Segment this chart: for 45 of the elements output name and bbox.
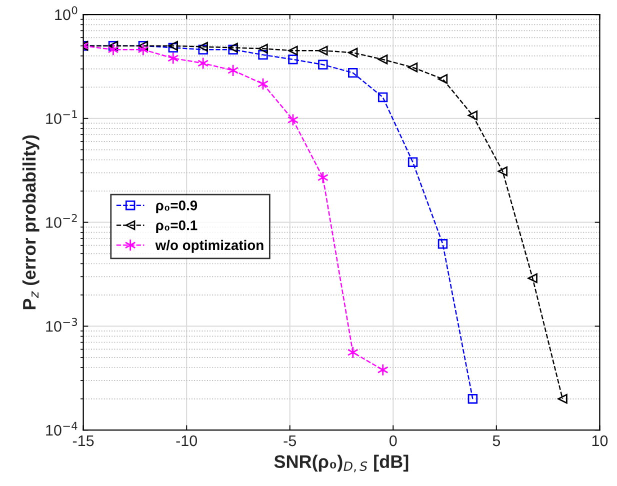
- y-tick-label: 10$^{−4}$: [46, 422, 78, 436]
- legend-label: ρ₀=0.9: [156, 200, 198, 214]
- point: [378, 54, 388, 64]
- x-tick-label: -5: [284, 436, 296, 446]
- point: [378, 92, 388, 102]
- y-axis-title: P$_{z}$ (error probability): [22, 135, 40, 310]
- y-tick-label: 10$^{−3}$: [46, 318, 78, 332]
- point: [438, 239, 448, 249]
- y-tick-label: 10$^{−1}$: [46, 110, 77, 124]
- point: [108, 43, 119, 56]
- point: [138, 43, 149, 56]
- point: [498, 166, 508, 176]
- point: [377, 364, 388, 376]
- x-tick-label: 0: [390, 435, 397, 446]
- point: [317, 171, 328, 184]
- point: [168, 52, 179, 64]
- point: [318, 46, 328, 56]
- point: [288, 46, 298, 56]
- point: [348, 68, 358, 78]
- point: [558, 394, 568, 404]
- legend-label: w/o optimization: [155, 240, 264, 253]
- point: [288, 54, 298, 64]
- point: [318, 60, 328, 70]
- point: [528, 273, 538, 284]
- y-tick-label: 10$^{−2}$: [46, 214, 77, 228]
- point: [198, 57, 209, 70]
- point: [347, 346, 358, 359]
- y-tick-label: 10$^{0}$: [55, 6, 78, 20]
- point: [408, 157, 418, 167]
- x-tick-label: 5: [492, 436, 500, 446]
- x-axis-title: SNR(ρ₀)$_{D,S}$ [dB]: [274, 454, 408, 472]
- legend-label: ρ₀=0.1: [156, 220, 198, 233]
- point: [438, 74, 448, 84]
- point: [348, 48, 358, 58]
- x-tick-label: -10: [176, 435, 198, 446]
- point: [408, 62, 418, 72]
- x-tick-label: 10: [592, 435, 608, 446]
- point: [198, 42, 208, 52]
- point: [468, 110, 478, 120]
- point: [198, 44, 208, 54]
- point: [258, 44, 268, 54]
- point: [468, 394, 478, 404]
- point: [258, 50, 268, 60]
- x-tick-label: -15: [72, 436, 94, 446]
- point: [228, 64, 239, 77]
